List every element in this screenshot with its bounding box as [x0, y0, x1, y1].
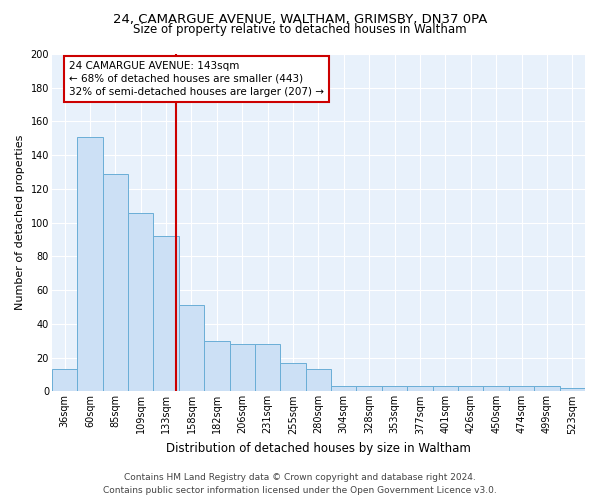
Bar: [52, 370, 77, 392]
Bar: [331, 386, 356, 392]
X-axis label: Distribution of detached houses by size in Waltham: Distribution of detached houses by size …: [166, 442, 471, 455]
Text: 24, CAMARGUE AVENUE, WALTHAM, GRIMSBY, DN37 0PA: 24, CAMARGUE AVENUE, WALTHAM, GRIMSBY, D…: [113, 12, 487, 26]
Bar: [280, 362, 306, 392]
Bar: [382, 386, 407, 392]
Bar: [306, 370, 331, 392]
Bar: [255, 344, 280, 392]
Bar: [534, 386, 560, 392]
Bar: [154, 236, 179, 392]
Bar: [458, 386, 484, 392]
Text: Size of property relative to detached houses in Waltham: Size of property relative to detached ho…: [133, 22, 467, 36]
Bar: [407, 386, 433, 392]
Bar: [356, 386, 382, 392]
Bar: [560, 388, 585, 392]
Bar: [179, 306, 204, 392]
Text: 24 CAMARGUE AVENUE: 143sqm
← 68% of detached houses are smaller (443)
32% of sem: 24 CAMARGUE AVENUE: 143sqm ← 68% of deta…: [69, 60, 324, 97]
Bar: [509, 386, 534, 392]
Bar: [128, 212, 154, 392]
Bar: [77, 136, 103, 392]
Bar: [230, 344, 255, 392]
Bar: [433, 386, 458, 392]
Bar: [484, 386, 509, 392]
Bar: [103, 174, 128, 392]
Text: Contains HM Land Registry data © Crown copyright and database right 2024.
Contai: Contains HM Land Registry data © Crown c…: [103, 474, 497, 495]
Y-axis label: Number of detached properties: Number of detached properties: [15, 135, 25, 310]
Bar: [204, 341, 230, 392]
